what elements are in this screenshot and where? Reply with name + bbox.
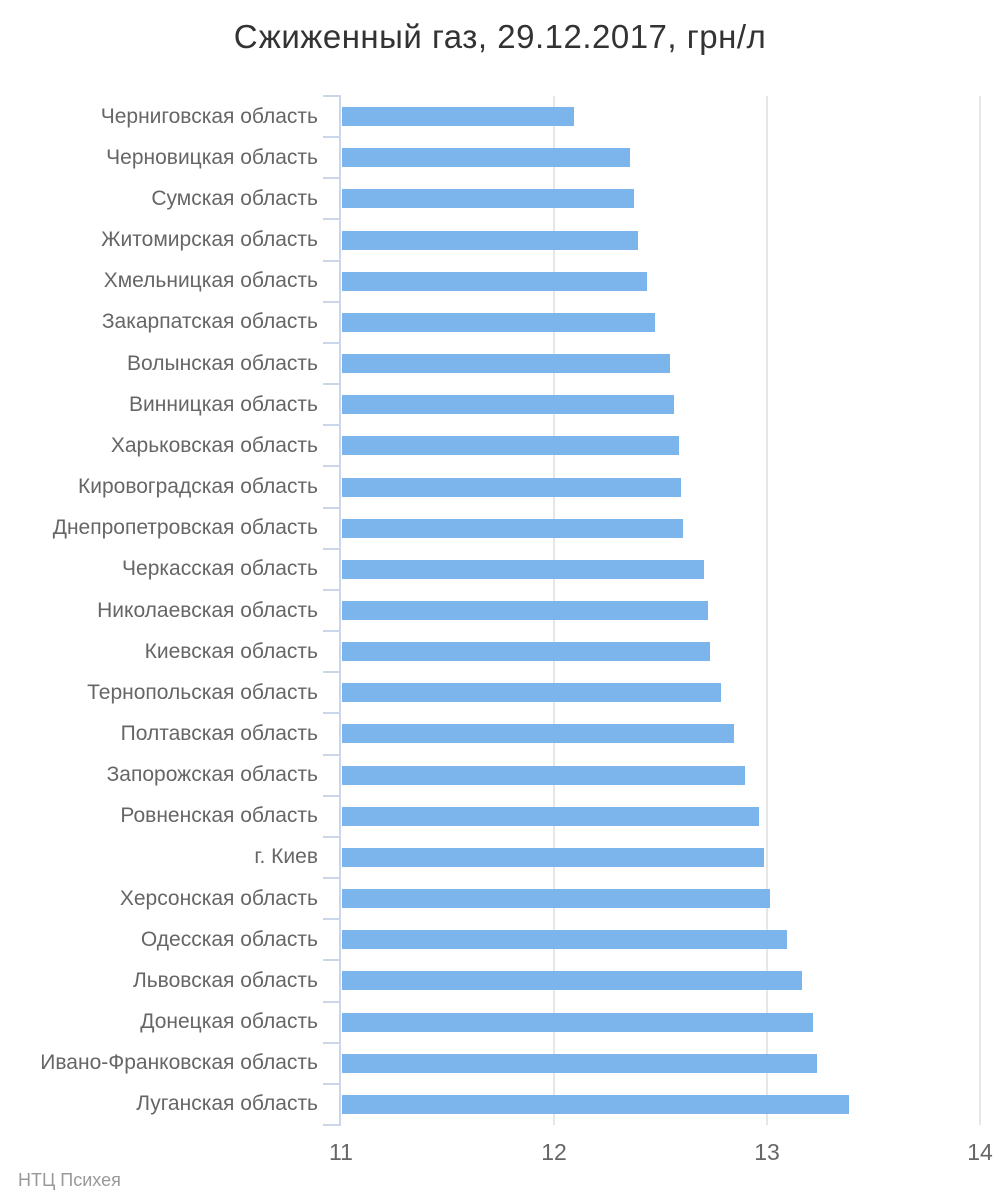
bar-12[interactable]	[342, 559, 705, 579]
category-label: Николаевская область	[97, 598, 318, 622]
category-axis-tick	[323, 465, 341, 468]
category-label: Волынская область	[127, 351, 318, 375]
category-label: Черкасская область	[122, 557, 318, 581]
category-label: Одесская область	[140, 927, 318, 951]
category-axis-tick	[323, 259, 341, 262]
bar-4[interactable]	[342, 230, 639, 250]
category-label: Полтавская область	[120, 721, 318, 745]
category-axis-tick	[323, 1041, 341, 1044]
category-axis-tick	[323, 959, 341, 962]
bar-22[interactable]	[342, 971, 803, 991]
category-label: Харьковская область	[110, 433, 318, 457]
x-axis-tick-label: 14	[967, 1139, 993, 1165]
bar-3[interactable]	[342, 189, 634, 209]
category-axis-tick	[323, 753, 341, 756]
category-label: Сумская область	[151, 186, 318, 210]
category-label: Ивано-Франковская область	[40, 1051, 318, 1075]
category-axis-tick	[323, 712, 341, 715]
category-label: Тернопольская область	[87, 680, 318, 704]
category-label: Черниговская область	[100, 104, 318, 128]
bar-13[interactable]	[342, 601, 709, 620]
bar-20[interactable]	[342, 889, 771, 909]
category-axis-tick	[323, 300, 341, 303]
category-label: Житомирская область	[101, 228, 318, 252]
bar-1[interactable]	[342, 107, 575, 127]
chart-title: Сжиженный газ, 29.12.2017, грн/л	[233, 18, 767, 55]
category-axis-line	[339, 96, 341, 1125]
category-label: Ровненская область	[120, 804, 318, 828]
bar-11[interactable]	[342, 518, 683, 538]
category-axis-tick	[323, 1124, 341, 1126]
x-axis-tick-label: 12	[541, 1139, 567, 1165]
category-axis-tick	[323, 547, 341, 550]
category-axis-tick	[323, 630, 341, 633]
category-axis-tick	[323, 588, 341, 591]
bar-24[interactable]	[342, 1053, 817, 1073]
bar-23[interactable]	[342, 1012, 813, 1032]
category-label: Закарпатская область	[101, 310, 318, 334]
bar-21[interactable]	[342, 930, 788, 950]
bar-8[interactable]	[342, 395, 675, 415]
category-label: Черновицкая область	[106, 145, 318, 169]
bar-9[interactable]	[342, 436, 679, 456]
category-axis-tick	[323, 383, 341, 386]
bar-10[interactable]	[342, 477, 681, 497]
category-axis-tick	[323, 1082, 341, 1085]
category-label: Хмельницкая область	[103, 269, 318, 293]
category-label: Львовская область	[132, 968, 318, 992]
bar-15[interactable]	[342, 683, 722, 703]
category-axis-tick	[323, 835, 341, 838]
bar-25[interactable]	[342, 1094, 849, 1114]
category-axis-tick	[323, 918, 341, 921]
category-axis-tick	[323, 341, 341, 344]
category-axis-tick	[323, 506, 341, 509]
category-axis-tick	[323, 136, 341, 139]
gridline-14	[979, 96, 981, 1125]
bar-18[interactable]	[342, 806, 760, 826]
bar-16[interactable]	[342, 724, 734, 744]
category-label: Луганская область	[136, 1092, 318, 1116]
bar-14[interactable]	[342, 642, 711, 662]
category-axis-tick	[323, 95, 341, 97]
category-label: Киевская область	[144, 639, 318, 663]
category-axis-tick	[323, 671, 341, 674]
bar-2[interactable]	[342, 148, 630, 168]
bar-7[interactable]	[342, 354, 671, 374]
category-axis-tick	[323, 877, 341, 880]
category-axis-tick	[323, 424, 341, 427]
category-label: Херсонская область	[119, 886, 318, 910]
bar-19[interactable]	[342, 847, 764, 867]
category-axis-tick	[323, 177, 341, 180]
category-label: Запорожская область	[106, 763, 318, 787]
category-label: Кировоградская область	[78, 475, 318, 499]
category-axis-tick	[323, 794, 341, 797]
category-label: Днепропетровская область	[52, 516, 318, 540]
chart-credit: НТЦ Психея	[18, 1170, 121, 1190]
gridline-13	[766, 96, 768, 1125]
x-axis-tick-label: 11	[329, 1139, 353, 1165]
bar-6[interactable]	[342, 312, 656, 332]
bar-5[interactable]	[342, 271, 647, 291]
category-label: Винницкая область	[129, 392, 318, 416]
bar-17[interactable]	[342, 765, 745, 785]
category-label: Донецкая область	[140, 1010, 318, 1034]
category-axis-tick	[323, 1000, 341, 1003]
category-label: г. Киев	[254, 845, 318, 869]
category-axis-tick	[323, 218, 341, 221]
x-axis-tick-label: 13	[754, 1139, 780, 1165]
